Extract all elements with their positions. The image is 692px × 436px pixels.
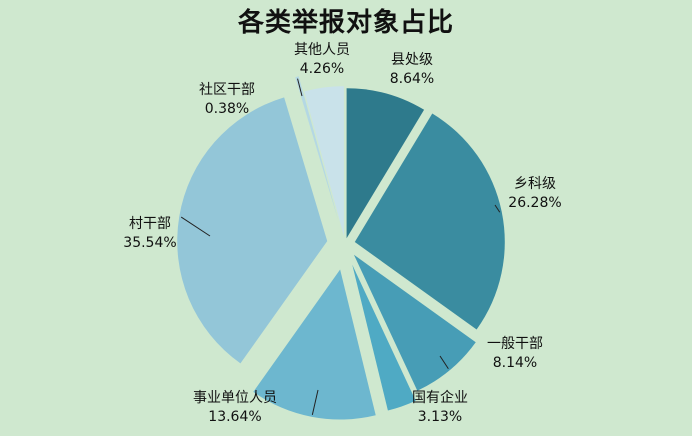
slice-value-4: 3.13% — [418, 409, 462, 425]
slice-label-4: 国有企业 — [412, 389, 468, 406]
leader-line-5 — [311, 389, 319, 416]
chart-title: 各类举报对象占比 — [237, 8, 454, 38]
slice-value-3: 8.14% — [493, 355, 537, 371]
slice-label-6: 村干部 — [129, 216, 171, 232]
slice-value-2: 26.28% — [508, 195, 561, 211]
pie-slice-8 — [304, 86, 344, 237]
leader-line-3 — [439, 355, 449, 370]
pie-slice-7 — [295, 76, 339, 221]
slice-value-5: 13.64% — [208, 409, 261, 425]
pie-slice-6 — [177, 97, 328, 364]
slice-value-8: 4.26% — [300, 61, 344, 77]
pie-slice-4 — [352, 264, 416, 411]
slice-value-7: 0.38% — [205, 101, 249, 117]
leader-line-6 — [180, 216, 211, 237]
pie-slice-1 — [346, 88, 425, 239]
pie-slice-5 — [253, 269, 376, 420]
slice-label-3: 一般干部 — [487, 336, 543, 352]
slice-label-8: 其他人员 — [294, 42, 350, 58]
slice-value-1: 8.64% — [390, 71, 434, 87]
slice-label-1: 县处级 — [391, 52, 433, 68]
slice-label-2: 乡科级 — [514, 176, 556, 192]
pie-slice-3 — [353, 254, 476, 391]
slice-label-7: 社区干部 — [199, 82, 255, 98]
slice-label-5: 事业单位人员 — [193, 390, 277, 406]
leader-line-7 — [297, 78, 303, 97]
slice-value-6: 35.54% — [123, 235, 176, 251]
pie-slice-2 — [354, 113, 505, 330]
leader-line-2 — [494, 204, 501, 213]
